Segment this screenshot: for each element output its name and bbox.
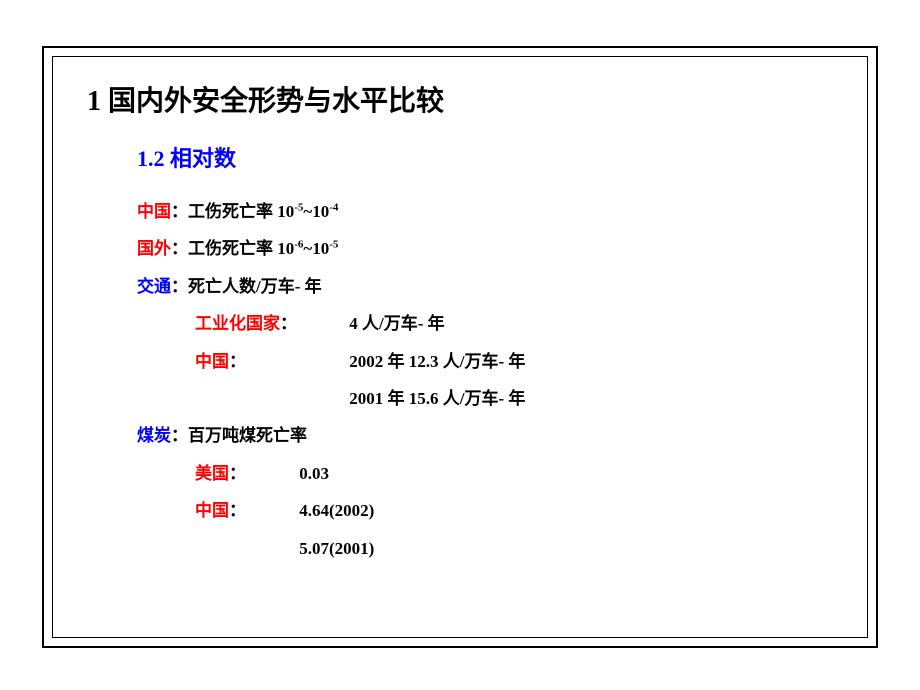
row-traffic-industrial: 工业化国家： 4 人/万车- 年 (137, 305, 833, 342)
value-coal-china-2001: 5.07(2001) (299, 530, 374, 567)
sep: ： (171, 239, 188, 258)
row-traffic-china-2002: 中国： 2002 年 12.3 人/万车- 年 (137, 343, 833, 380)
label-coal-usa: 美国 (195, 464, 229, 483)
sep: ： (229, 352, 246, 371)
content-block: 中国：工伤死亡率 10-5~10-4 国外：工伤死亡率 10-6~10-5 交通… (137, 193, 833, 567)
page-title: 1 国内外安全形势与水平比较 (87, 79, 833, 119)
row-coal-china-2001: 5.07(2001) (137, 530, 833, 567)
base3: 10 (277, 239, 294, 258)
exp2: -4 (329, 201, 338, 213)
base4: 10 (312, 239, 329, 258)
label-traffic-china: 中国 (195, 352, 229, 371)
value-industrial: 4 人/万车- 年 (349, 305, 444, 342)
base1: 10 (277, 202, 294, 221)
sep: ： (229, 464, 246, 483)
metric-traffic: 死亡人数/万车- 年 (188, 277, 322, 296)
value-traffic-china-2001: 2001 年 15.6 人/万车- 年 (349, 380, 525, 417)
row-abroad-injury: 国外：工伤死亡率 10-6~10-5 (137, 230, 833, 267)
sep: ： (171, 426, 188, 445)
label-abroad: 国外 (137, 239, 171, 258)
label-coal-china: 中国 (195, 501, 229, 520)
sep: ： (280, 314, 297, 333)
tilde2: ~ (303, 239, 312, 258)
sep: ： (171, 277, 188, 296)
slide-inner-frame: 1 国内外安全形势与水平比较 1.2 相对数 中国：工伤死亡率 10-5~10-… (52, 56, 868, 638)
row-china-injury: 中国：工伤死亡率 10-5~10-4 (137, 193, 833, 230)
metric-coal: 百万吨煤死亡率 (188, 426, 307, 445)
row-traffic-china-2001: 2001 年 15.6 人/万车- 年 (137, 380, 833, 417)
value-coal-china-2002: 4.64(2002) (299, 492, 374, 529)
sep: ： (171, 202, 188, 221)
label-industrial: 工业化国家 (195, 314, 280, 333)
row-traffic-header: 交通：死亡人数/万车- 年 (137, 268, 833, 305)
metric-abroad: 工伤死亡率 (188, 239, 277, 258)
section-subtitle: 1.2 相对数 (137, 141, 833, 173)
sep: ： (229, 501, 246, 520)
row-coal-header: 煤炭：百万吨煤死亡率 (137, 417, 833, 454)
base2: 10 (312, 202, 329, 221)
row-coal-china-2002: 中国： 4.64(2002) (137, 492, 833, 529)
metric-china: 工伤死亡率 (188, 202, 277, 221)
value-traffic-china-2002: 2002 年 12.3 人/万车- 年 (349, 343, 525, 380)
tilde1: ~ (303, 202, 312, 221)
label-traffic: 交通 (137, 277, 171, 296)
label-china: 中国 (137, 202, 171, 221)
row-coal-usa: 美国： 0.03 (137, 455, 833, 492)
label-coal: 煤炭 (137, 426, 171, 445)
exp4: -5 (329, 239, 338, 251)
value-coal-usa: 0.03 (299, 455, 329, 492)
slide-outer-frame: 1 国内外安全形势与水平比较 1.2 相对数 中国：工伤死亡率 10-5~10-… (42, 46, 878, 648)
